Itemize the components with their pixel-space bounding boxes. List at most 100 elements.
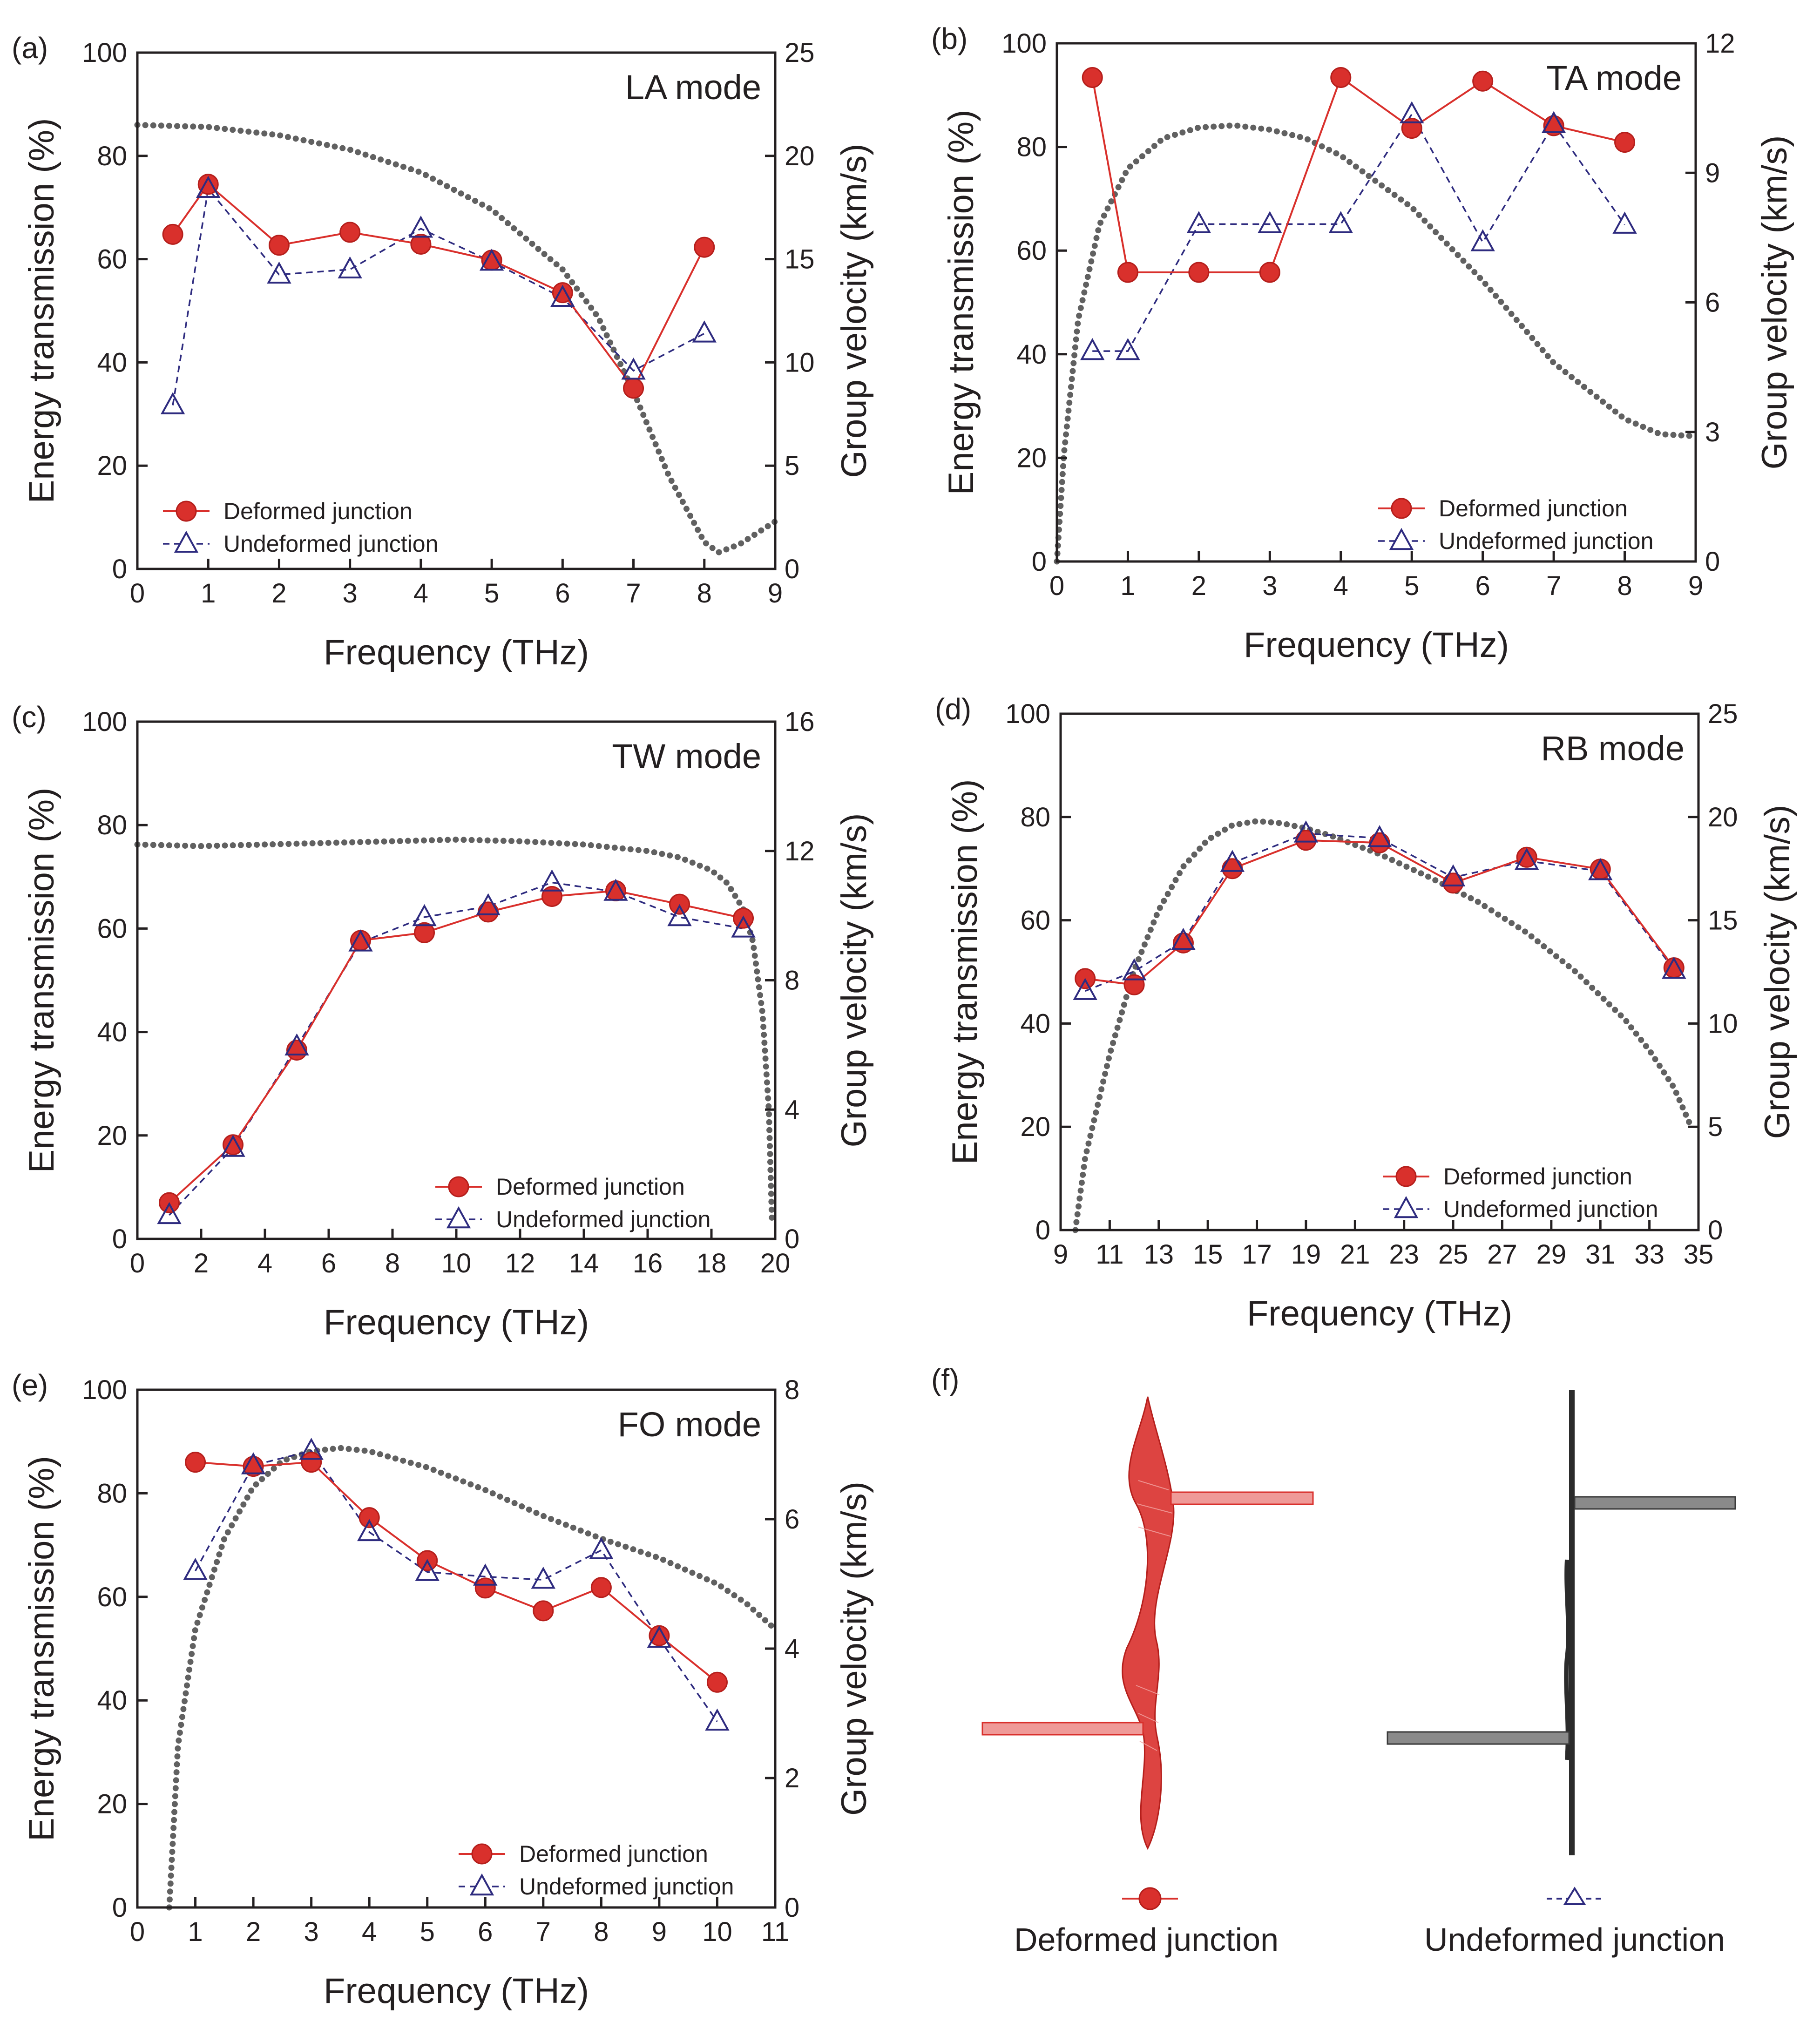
legend-undeformed-label: Undeformed junction <box>223 531 438 557</box>
legend-deformed-marker <box>1391 498 1412 519</box>
x-tick-label: 3 <box>343 578 358 609</box>
x-axis-title: Frequency (THz) <box>1244 625 1509 665</box>
undeformed-point <box>196 176 221 198</box>
x-tick-label: 33 <box>1634 1239 1664 1270</box>
undeformed-point <box>531 1566 556 1589</box>
undeformed-point <box>647 1625 672 1648</box>
x-tick-label: 17 <box>1242 1239 1272 1270</box>
deformed-point <box>1117 262 1138 283</box>
deformed-point <box>481 250 502 271</box>
group-velocity-curve <box>134 836 775 1226</box>
y-axis-title: Energy transmission (%) <box>941 110 981 495</box>
y2-tick-label: 15 <box>1708 906 1738 936</box>
x-tick-label: 2 <box>246 1917 261 1947</box>
chart-panel-d: 9 11 13 15 17 19 21 23 25 27 29 31 33 350204060801000… <box>935 692 1797 1333</box>
x-tick-label: 23 <box>1389 1239 1419 1270</box>
y-tick-label: 20 <box>97 1789 127 1819</box>
undeformed-point <box>1400 101 1424 123</box>
x-tick-label: 13 <box>1144 1239 1174 1270</box>
y2-tick-label: 20 <box>1708 802 1738 832</box>
chart-panel-a: 0 1 2 3 4 5 6 7 8 90204060801000510152025Frequenc… <box>12 31 874 672</box>
undeformed-point <box>1171 927 1196 950</box>
deformed-point <box>605 880 626 901</box>
y-tick-label: 0 <box>112 1893 127 1923</box>
y-tick-label: 60 <box>97 913 127 944</box>
undeformed-point <box>550 284 575 307</box>
undeformed-marker-triangle <box>1563 1887 1586 1905</box>
legend-undeformed-label: Undeformed junction <box>519 1873 734 1900</box>
x-tick-label: 25 <box>1438 1239 1468 1270</box>
x-axis-title: Frequency (THz) <box>1247 1294 1512 1333</box>
y-tick-label: 0 <box>1035 1215 1050 1245</box>
deformed-branch-left <box>981 1722 1144 1736</box>
deformed-point <box>350 930 371 951</box>
y-axis-title: Energy transmission (%) <box>22 118 61 504</box>
legend-deformed-label: Deformed junction <box>496 1174 685 1200</box>
deformed-point <box>590 1577 612 1598</box>
legend-deformed-label: Deformed junction <box>1439 495 1628 521</box>
undeformed-branch-left <box>1387 1731 1570 1745</box>
deformed-point <box>1472 70 1494 92</box>
y-axis-title: Energy transmission (%) <box>22 788 61 1173</box>
plot-frame <box>1059 712 1700 1231</box>
y2-axis-title: Group velocity (km/s) <box>834 144 874 478</box>
deformed-branch-right <box>1170 1491 1314 1505</box>
undeformed-point <box>1588 858 1613 880</box>
undeformed-point <box>1220 850 1245 872</box>
y2-tick-label: 4 <box>785 1095 799 1125</box>
undeformed-point <box>415 1559 440 1581</box>
legend-deformed-label: Deformed junction <box>223 498 413 524</box>
undeformed-point <box>1073 978 1097 1000</box>
x-tick-label: 9 <box>1688 571 1703 601</box>
deformed-point <box>1222 858 1243 879</box>
y-tick-label: 100 <box>1005 699 1050 729</box>
undeformed-point <box>412 904 437 926</box>
y2-axis-title: Group velocity (km/s) <box>834 813 874 1148</box>
y2-tick-label: 0 <box>785 1224 799 1254</box>
undeformed-series-line <box>169 881 744 1216</box>
deformed-point <box>197 174 219 195</box>
x-tick-label: 10 <box>702 1917 732 1947</box>
deformed-point <box>552 282 573 304</box>
undeformed-point <box>348 929 373 952</box>
x-tick-label: 15 <box>1193 1239 1223 1270</box>
deformed-tube-hatching <box>1136 1480 1173 1751</box>
x-tick-label: 5 <box>484 578 499 609</box>
undeformed-point <box>1470 229 1495 251</box>
deformed-series-line <box>1091 76 1625 273</box>
y-tick-label: 100 <box>82 1375 127 1405</box>
y-tick-label: 80 <box>97 141 127 171</box>
x-tick-label: 8 <box>1617 571 1632 601</box>
plot-frame <box>1055 42 1697 563</box>
undeformed-point <box>667 904 692 926</box>
y2-tick-label: 12 <box>785 836 815 866</box>
legend-undeformed-marker <box>469 1873 494 1896</box>
y-tick-label: 40 <box>97 1017 127 1048</box>
y2-tick-label: 15 <box>785 244 815 275</box>
panel-label-b: (b) <box>931 22 968 55</box>
deformed-point <box>694 237 715 258</box>
x-tick-label: 2 <box>194 1248 209 1278</box>
undeformed-point <box>1122 958 1147 981</box>
deformed-series-line <box>169 890 744 1204</box>
undeformed-point <box>603 879 628 901</box>
x-tick-label: 4 <box>413 578 428 609</box>
undeformed-point <box>1080 338 1105 360</box>
deformed-point <box>268 235 290 256</box>
undeformed-tube-waviness <box>1564 1559 1571 1760</box>
undeformed-point <box>476 893 501 915</box>
undeformed-point <box>1514 847 1539 870</box>
y-tick-label: 100 <box>1001 28 1047 59</box>
undeformed-point <box>1116 338 1140 360</box>
undeformed-series-line <box>195 1450 718 1722</box>
y2-tick-label: 3 <box>1705 417 1720 447</box>
x-tick-label: 0 <box>130 1917 145 1947</box>
y2-tick-label: 0 <box>785 1893 799 1923</box>
deformed-point <box>1369 832 1390 853</box>
x-tick-label: 8 <box>385 1248 400 1278</box>
y2-tick-label: 4 <box>785 1634 799 1664</box>
legend-deformed-marker <box>471 1843 493 1865</box>
y-tick-label: 80 <box>1020 802 1050 832</box>
legend-deformed-label: Deformed junction <box>1443 1163 1632 1190</box>
x-tick-label: 14 <box>569 1248 599 1278</box>
